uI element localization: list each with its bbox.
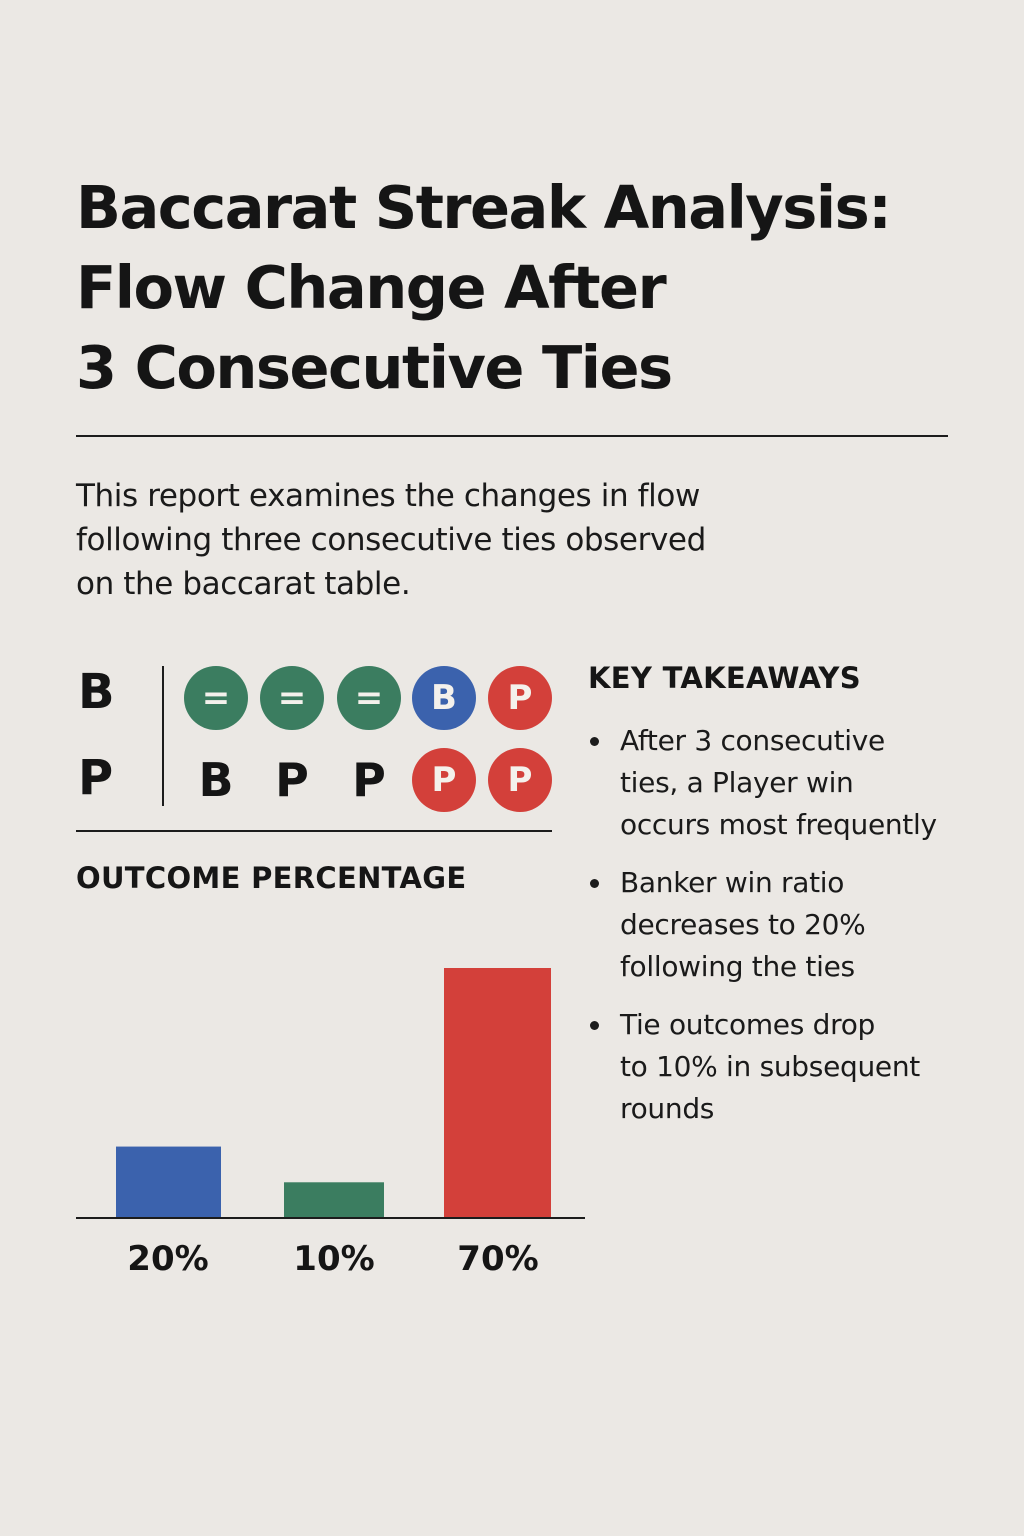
bar-value-label: 70%: [457, 1239, 538, 1279]
page-title: Baccarat Streak Analysis: Flow Change Af…: [76, 168, 976, 408]
bar-value-label: 10%: [293, 1239, 374, 1279]
bar-value-label: 20%: [127, 1239, 208, 1279]
bullet-icon: [590, 737, 599, 746]
title-divider: [76, 435, 948, 437]
player-bead: P: [488, 748, 552, 812]
takeaway-text: Tie outcomes drop: [620, 1008, 875, 1041]
bullet-icon: [590, 1021, 599, 1030]
bullet-icon: [590, 879, 599, 888]
takeaway-text: rounds: [620, 1092, 715, 1125]
takeaway-text: following the ties: [620, 950, 855, 983]
takeaway-text: to 10% in subsequent: [620, 1050, 920, 1083]
intro-line-3: on the baccarat table.: [76, 566, 411, 602]
takeaway-item: After 3 consecutive ties, a Player win o…: [588, 720, 988, 846]
key-takeaways-list: After 3 consecutive ties, a Player win o…: [588, 720, 988, 1146]
row-label-player: P: [78, 750, 114, 806]
takeaway-text: occurs most frequently: [620, 808, 937, 841]
player-bead: P: [488, 666, 552, 730]
grid-divider: [162, 666, 164, 806]
title-line-1: Baccarat Streak Analysis:: [76, 173, 892, 242]
tie-bead: =: [184, 666, 248, 730]
grid-bottom-divider: [76, 830, 552, 832]
takeaway-item: Banker win ratio decreases to 20% follow…: [588, 862, 988, 988]
outcome-letter: P: [275, 753, 309, 807]
key-takeaways-heading: KEY TAKEAWAYS: [588, 661, 861, 695]
row-label-banker: B: [78, 664, 115, 720]
title-line-3: 3 Consecutive Ties: [76, 333, 673, 402]
takeaway-text: After 3 consecutive: [620, 724, 885, 757]
outcome-letter: P: [352, 753, 386, 807]
takeaway-item: Tie outcomes drop to 10% in subsequent r…: [588, 1004, 988, 1130]
takeaway-text: Banker win ratio: [620, 866, 845, 899]
bar-1: [116, 1146, 221, 1218]
chart-title: OUTCOME PERCENTAGE: [76, 861, 467, 895]
tie-bead: =: [337, 666, 401, 730]
player-bead: P: [412, 748, 476, 812]
banker-bead: B: [412, 666, 476, 730]
takeaway-text: decreases to 20%: [620, 908, 866, 941]
bar-2: [284, 1182, 384, 1218]
tie-bead: =: [260, 666, 324, 730]
title-line-2: Flow Change After: [76, 253, 667, 322]
intro-line-1: This report examines the changes in flow: [76, 478, 700, 514]
takeaway-text: ties, a Player win: [620, 766, 854, 799]
intro-line-2: following three consecutive ties observe…: [76, 522, 706, 558]
intro-paragraph: This report examines the changes in flow…: [76, 474, 796, 606]
outcome-bar-chart: 20% 10% 70%: [76, 968, 585, 1279]
outcome-letter: B: [198, 753, 234, 807]
bar-3: [444, 968, 551, 1218]
